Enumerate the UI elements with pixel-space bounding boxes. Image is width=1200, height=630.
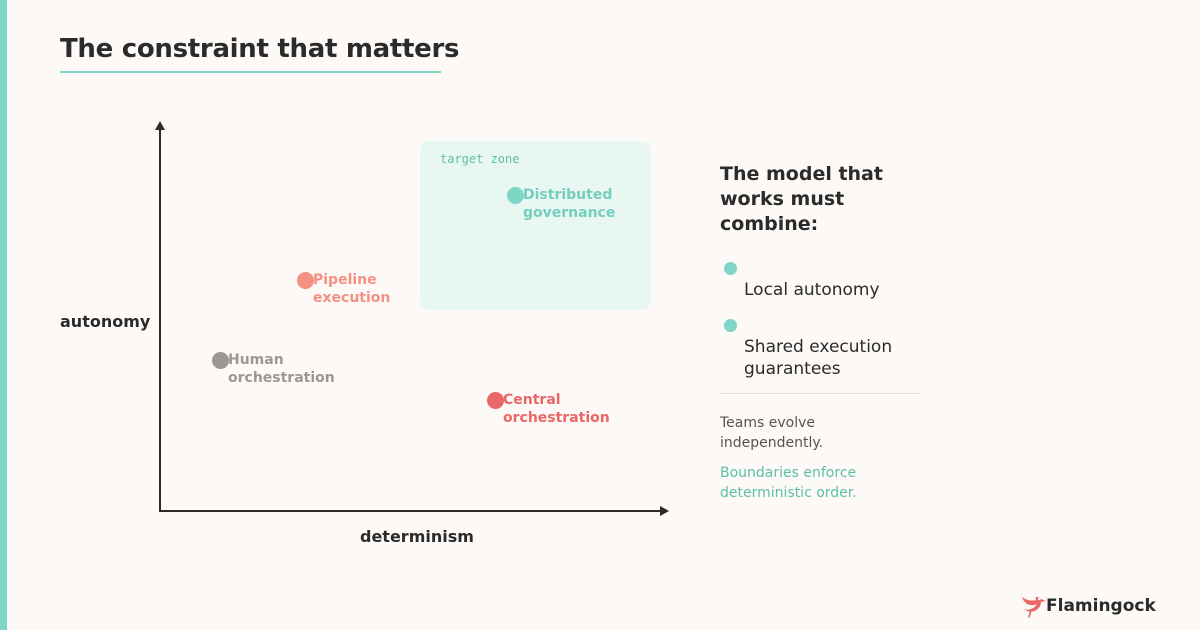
x-axis-line <box>159 510 662 512</box>
point-marker <box>297 272 314 289</box>
divider <box>720 393 920 394</box>
bullet-list: Local autonomy Shared execution guarante… <box>720 257 930 380</box>
bullet-text: Local autonomy <box>744 280 880 300</box>
y-axis-line <box>159 126 161 512</box>
point-label: Central orchestration <box>503 392 610 426</box>
target-zone-label: target zone <box>440 152 520 166</box>
point-marker <box>212 352 229 369</box>
y-axis-arrow-icon <box>155 121 165 130</box>
y-axis-label: autonomy <box>60 312 151 331</box>
note-boundaries: Boundaries enforce deterministic order. <box>720 465 857 501</box>
list-item: Shared execution guarantees <box>720 314 930 380</box>
page-title: The constraint that matters <box>60 34 460 64</box>
flamingo-icon <box>1022 596 1046 618</box>
brand-name: Flamingock <box>1046 596 1156 616</box>
point-label: Distributed governance <box>523 187 616 221</box>
point-marker <box>507 187 524 204</box>
title-underline <box>60 71 441 73</box>
target-zone: target zone <box>420 141 651 310</box>
side-panel: The model that works must combine: Local… <box>720 162 930 503</box>
side-panel-title: The model that works must combine: <box>720 163 883 235</box>
point-label: Human orchestration <box>228 352 335 386</box>
bullet-text: Shared execution guarantees <box>744 337 893 379</box>
x-axis-arrow-icon <box>660 506 669 516</box>
bullet-dot-icon <box>724 319 737 332</box>
list-item: Local autonomy <box>720 257 930 301</box>
accent-stripe <box>0 0 7 630</box>
x-axis-label: determinism <box>360 527 474 546</box>
point-marker <box>487 392 504 409</box>
point-label: Pipeline execution <box>313 272 391 306</box>
bullet-dot-icon <box>724 262 737 275</box>
note-teams: Teams evolve independently. <box>720 415 824 451</box>
